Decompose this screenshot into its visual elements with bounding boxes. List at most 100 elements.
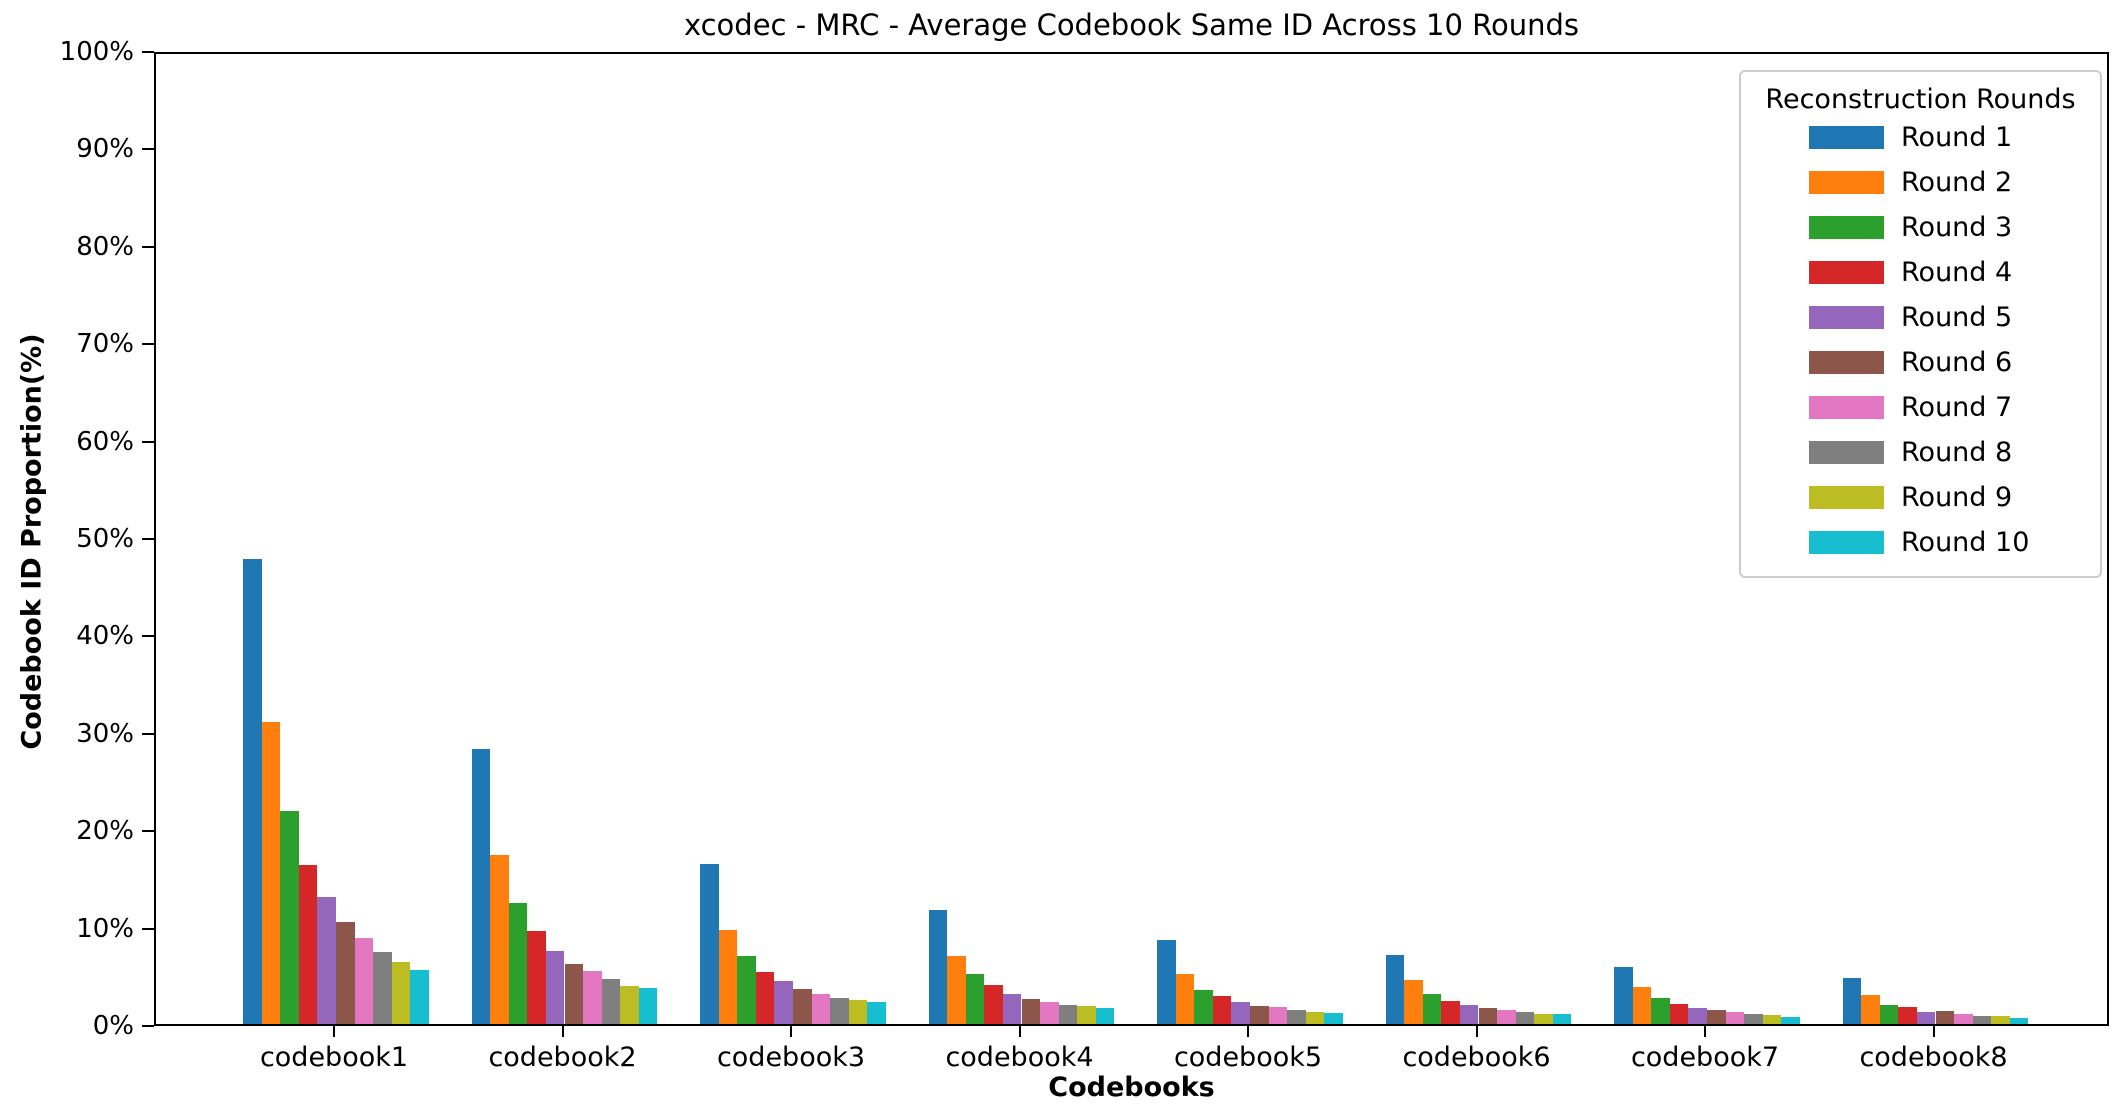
bar-codebook2-round-9 [620, 986, 639, 1024]
legend-label-round-3: Round 3 [1901, 212, 2013, 243]
ytick-mark-100% [142, 51, 154, 53]
bar-codebook2-round-8 [601, 979, 621, 1024]
bar-codebook3-round-9 [848, 999, 868, 1024]
xtick-mark-codebook4 [1018, 1026, 1021, 1037]
xtick-mark-codebook7 [1704, 1026, 1706, 1037]
bar-codebook6-round-10 [1552, 1014, 1572, 1024]
bar-codebook7-round-9 [1762, 1015, 1782, 1024]
bar-codebook6-round-4 [1441, 1000, 1460, 1024]
legend-items: Round 1 Round 2 Round 3 Round 4 Round 5 Round… [1741, 115, 2100, 565]
bar-codebook8-round-6 [1935, 1011, 1955, 1024]
bar-codebook8-round-4 [1898, 1007, 1917, 1024]
ytick-label-40%: 40% [76, 621, 134, 652]
bar-codebook2-round-7 [583, 971, 602, 1024]
bar-codebook1-round-6 [336, 921, 355, 1024]
bar-codebook4-round-8 [1058, 1004, 1078, 1024]
bar-codebook1-round-4 [298, 865, 318, 1024]
ytick-mark-50% [142, 538, 154, 540]
xtick-mark-codebook2 [561, 1026, 564, 1037]
bar-codebook4-round-3 [965, 974, 985, 1024]
legend-item-round-8: Round 8 [1741, 430, 2100, 475]
bar-codebook6-round-8 [1515, 1012, 1535, 1024]
bar-codebook2-round-2 [490, 854, 509, 1024]
bar-codebook8-round-8 [1972, 1016, 1992, 1024]
legend-item-round-2: Round 2 [1741, 160, 2100, 205]
bar-codebook6-round-2 [1404, 980, 1423, 1024]
xtick-label-codebook5: codebook5 [1173, 1042, 1323, 1073]
bar-codebook7-round-10 [1781, 1017, 1800, 1024]
ytick-mark-90% [142, 148, 154, 151]
bar-codebook3-round-5 [774, 981, 793, 1024]
legend-item-round-5: Round 5 [1741, 295, 2100, 340]
bar-codebook1-round-2 [261, 722, 281, 1024]
bar-codebook2-round-5 [545, 950, 565, 1024]
legend-swatch-round-10 [1809, 531, 1884, 554]
bar-codebook5-round-5 [1231, 1001, 1250, 1024]
bar-codebook6-round-5 [1459, 1004, 1479, 1024]
xtick-label-codebook8: codebook8 [1859, 1042, 2008, 1073]
legend-item-round-9: Round 9 [1741, 475, 2100, 520]
bar-codebook4-round-1 [928, 910, 948, 1024]
bar-codebook3-round-6 [793, 988, 812, 1024]
xtick-mark-codebook8 [1932, 1026, 1935, 1037]
bar-codebook4-round-6 [1021, 998, 1041, 1024]
ytick-label-60%: 60% [76, 426, 134, 457]
bar-codebook8-round-2 [1861, 994, 1880, 1024]
bar-codebook3-round-10 [867, 1001, 886, 1024]
bar-codebook4-round-2 [947, 955, 966, 1024]
ytick-label-20%: 20% [76, 816, 134, 847]
bar-codebook1-round-5 [317, 897, 336, 1024]
bar-codebook1-round-7 [354, 938, 374, 1024]
ytick-mark-70% [142, 343, 154, 346]
bar-codebook6-round-3 [1422, 993, 1442, 1024]
xtick-label-codebook4: codebook4 [945, 1042, 1094, 1073]
bar-codebook3-round-2 [718, 929, 738, 1024]
bar-codebook2-round-6 [564, 963, 584, 1024]
bar-codebook5-round-8 [1287, 1010, 1306, 1024]
bar-codebook2-round-3 [508, 903, 528, 1024]
legend-label-round-1: Round 1 [1901, 122, 2013, 153]
legend-swatch-round-8 [1809, 441, 1884, 464]
bar-codebook1-round-9 [391, 961, 411, 1024]
legend-label-round-5: Round 5 [1901, 302, 2013, 333]
legend: Reconstruction Rounds Round 1 Round 2 Roun… [1739, 70, 2102, 578]
legend-label-round-9: Round 9 [1901, 482, 2013, 513]
bar-codebook5-round-4 [1212, 995, 1232, 1024]
bar-codebook5-round-6 [1250, 1005, 1269, 1024]
ytick-label-50%: 50% [76, 524, 134, 554]
bar-codebook4-round-9 [1077, 1006, 1096, 1024]
ytick-label-30%: 30% [76, 718, 134, 749]
legend-title: Reconstruction Rounds [1765, 84, 2076, 115]
ytick-label-90%: 90% [76, 134, 134, 165]
xtick-label-codebook6: codebook6 [1402, 1042, 1551, 1073]
bar-codebook6-round-1 [1385, 954, 1405, 1024]
bar-codebook5-round-2 [1175, 974, 1195, 1024]
bar-codebook2-round-4 [527, 931, 546, 1024]
bar-codebook3-round-4 [755, 972, 775, 1024]
ytick-label-80%: 80% [76, 231, 134, 262]
ytick-label-70%: 70% [76, 329, 134, 360]
bar-codebook1-round-10 [410, 970, 429, 1024]
bar-codebook3-round-7 [811, 993, 831, 1024]
bar-codebook6-round-6 [1478, 1008, 1498, 1024]
bar-codebook8-round-10 [2009, 1018, 2029, 1024]
bar-codebook4-round-10 [1095, 1008, 1115, 1024]
ytick-label-0%: 0% [92, 1011, 134, 1041]
xtick-mark-codebook3 [790, 1026, 792, 1037]
legend-label-round-10: Round 10 [1901, 527, 2030, 558]
legend-swatch-round-1 [1809, 126, 1884, 149]
bar-codebook4-round-5 [1002, 993, 1022, 1024]
bar-codebook4-round-4 [984, 985, 1003, 1024]
legend-swatch-round-9 [1809, 486, 1884, 509]
legend-label-round-2: Round 2 [1901, 167, 2013, 198]
bar-codebook3-round-8 [830, 997, 849, 1024]
ytick-mark-60% [142, 440, 154, 443]
xtick-label-codebook1: codebook1 [259, 1042, 409, 1073]
ytick-label-10%: 10% [76, 913, 134, 944]
bar-codebook7-round-4 [1669, 1003, 1689, 1024]
bar-codebook1-round-1 [243, 559, 262, 1024]
bar-codebook7-round-3 [1651, 997, 1670, 1024]
xtick-label-codebook7: codebook7 [1630, 1042, 1780, 1073]
ytick-mark-30% [142, 732, 154, 735]
